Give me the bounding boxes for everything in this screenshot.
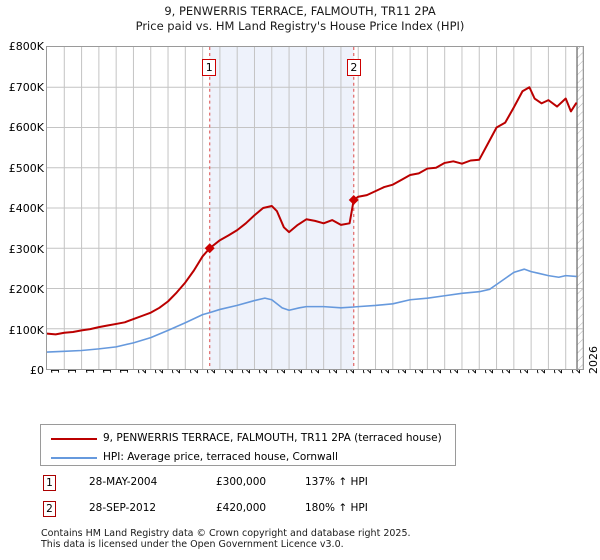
transaction-date: 28-MAY-2004 [89, 476, 158, 488]
page-title: 9, PENWERRIS TERRACE, FALMOUTH, TR11 2PA… [0, 4, 600, 34]
y-axis-tick-label: £500K [8, 161, 44, 175]
footer-line-2: This data is licensed under the Open Gov… [41, 539, 344, 550]
transaction-row: 2 28-SEP-2012 £420,000 180% ↑ HPI [40, 500, 470, 526]
y-axis-tick-label: £400K [8, 202, 44, 215]
title-line-2: Price paid vs. HM Land Registry's House … [135, 19, 465, 33]
transaction-hpi-delta: 137% ↑ HPI [305, 476, 368, 488]
transaction-index-badge: 2 [43, 501, 56, 517]
chart-plot-area [46, 46, 584, 370]
chart-legend: 9, PENWERRIS TERRACE, FALMOUTH, TR11 2PA… [40, 424, 456, 466]
y-axis-tick-label: £100K [8, 323, 44, 337]
transaction-date: 28-SEP-2012 [89, 502, 157, 514]
series-line [47, 86, 578, 336]
gridlines-layer [47, 47, 583, 369]
y-axis-labels: £0 £100K £200K £300K £400K £500K £600K £700K £80… [0, 0, 44, 560]
transaction-price: £420,000 [216, 502, 267, 514]
x-axis-tick-label: 2026 [587, 346, 600, 374]
transaction-list: 1 28-MAY-2004 £300,000 137% ↑ HPI 2 28-SEP-20… [40, 474, 470, 526]
series-line [47, 268, 577, 353]
legend-item: 9, PENWERRIS TERRACE, FALMOUTH, TR11 2PA… [41, 428, 455, 449]
title-line-1: 9, PENWERRIS TERRACE, FALMOUTH, TR11 2PA [164, 4, 436, 18]
footer-attribution: Contains HM Land Registry data © Crown c… [41, 528, 561, 550]
y-axis-tick-label: £200K [8, 283, 44, 296]
legend-color-swatch [51, 457, 97, 459]
footer-line-1: Contains HM Land Registry data © Crown c… [41, 528, 411, 539]
legend-label: HPI: Average price, terraced house, Corn… [103, 451, 338, 463]
data-series-layer [47, 86, 578, 353]
y-axis-tick-label: £300K [8, 242, 44, 256]
transaction-index-badge: 1 [43, 475, 56, 491]
marker-box-1: 1 [202, 59, 217, 76]
y-axis-tick-label: £600K [8, 121, 44, 134]
y-axis-tick-label: £0 [30, 364, 44, 377]
y-axis-tick-label: £800K [8, 40, 44, 53]
legend-color-swatch [51, 438, 97, 440]
sale-point-marker [204, 243, 215, 254]
transaction-price: £300,000 [216, 476, 267, 488]
transaction-row: 1 28-MAY-2004 £300,000 137% ↑ HPI [40, 474, 470, 500]
y-axis-tick-label: £700K [8, 80, 44, 94]
transaction-hpi-delta: 180% ↑ HPI [305, 502, 368, 514]
legend-item: HPI: Average price, terraced house, Corn… [41, 447, 455, 468]
legend-label: 9, PENWERRIS TERRACE, FALMOUTH, TR11 2PA… [103, 432, 442, 444]
no-data-hatch-band [577, 47, 583, 369]
marker-box-2: 2 [346, 59, 361, 76]
